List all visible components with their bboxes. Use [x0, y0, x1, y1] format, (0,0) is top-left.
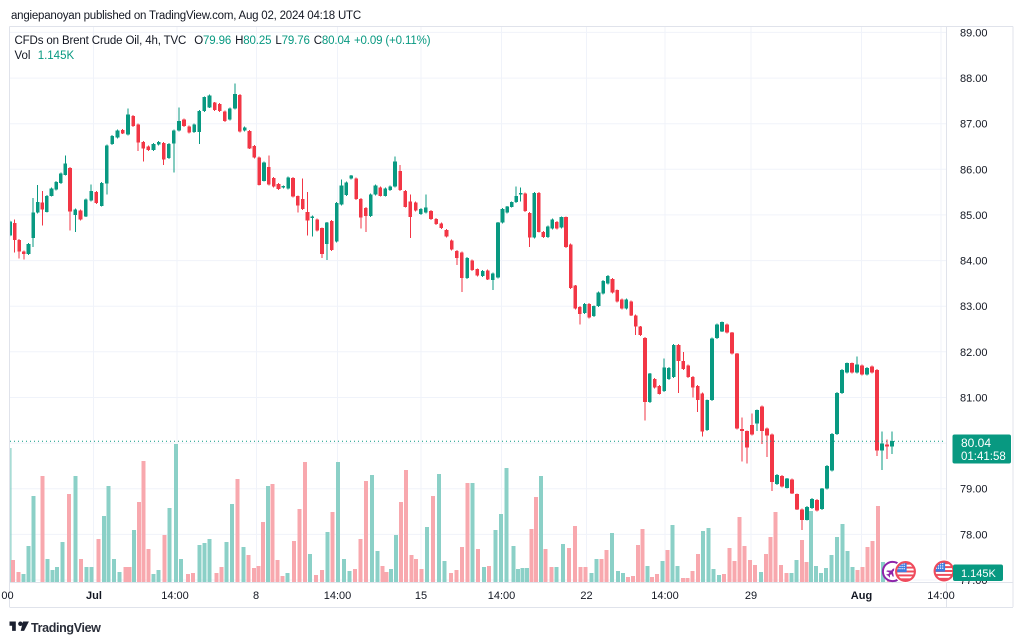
svg-text:Jul: Jul	[86, 590, 102, 602]
svg-text:79.00: 79.00	[960, 484, 988, 496]
svg-text:14:00: 14:00	[324, 590, 352, 602]
svg-text:1.145K: 1.145K	[961, 568, 997, 580]
svg-text:14:00: 14:00	[488, 590, 516, 602]
svg-text:88.00: 88.00	[960, 73, 988, 85]
svg-text:Aug: Aug	[851, 590, 872, 602]
svg-text:85.00: 85.00	[960, 210, 988, 222]
svg-text:TradingView: TradingView	[31, 621, 101, 635]
svg-text:86.00: 86.00	[960, 164, 988, 176]
svg-text:15: 15	[415, 590, 427, 602]
svg-text:81.00: 81.00	[960, 393, 988, 405]
svg-text:78.00: 78.00	[960, 529, 988, 541]
svg-text:80.04: 80.04	[961, 436, 991, 450]
svg-text:angiepanoyan published on Trad: angiepanoyan published on TradingView.co…	[11, 10, 361, 22]
svg-text:22: 22	[580, 590, 592, 602]
svg-text:00: 00	[1, 590, 13, 602]
svg-text:29: 29	[745, 590, 757, 602]
svg-text:14:00: 14:00	[651, 590, 679, 602]
svg-text:CFDs on Brent Crude Oil, 4h, T: CFDs on Brent Crude Oil, 4h, TVC O79.96 H8…	[15, 35, 431, 47]
svg-text:84.00: 84.00	[960, 256, 988, 268]
svg-text:89.00: 89.00	[960, 27, 988, 39]
svg-text:14:00: 14:00	[161, 590, 189, 602]
svg-text:Vol 1.145K: Vol 1.145K	[15, 50, 75, 62]
svg-text:8: 8	[253, 590, 259, 602]
svg-text:14:00: 14:00	[927, 590, 955, 602]
svg-text:01:41:58: 01:41:58	[961, 451, 1006, 463]
svg-text:87.00: 87.00	[960, 119, 988, 131]
svg-text:82.00: 82.00	[960, 347, 988, 359]
svg-text:83.00: 83.00	[960, 301, 988, 313]
